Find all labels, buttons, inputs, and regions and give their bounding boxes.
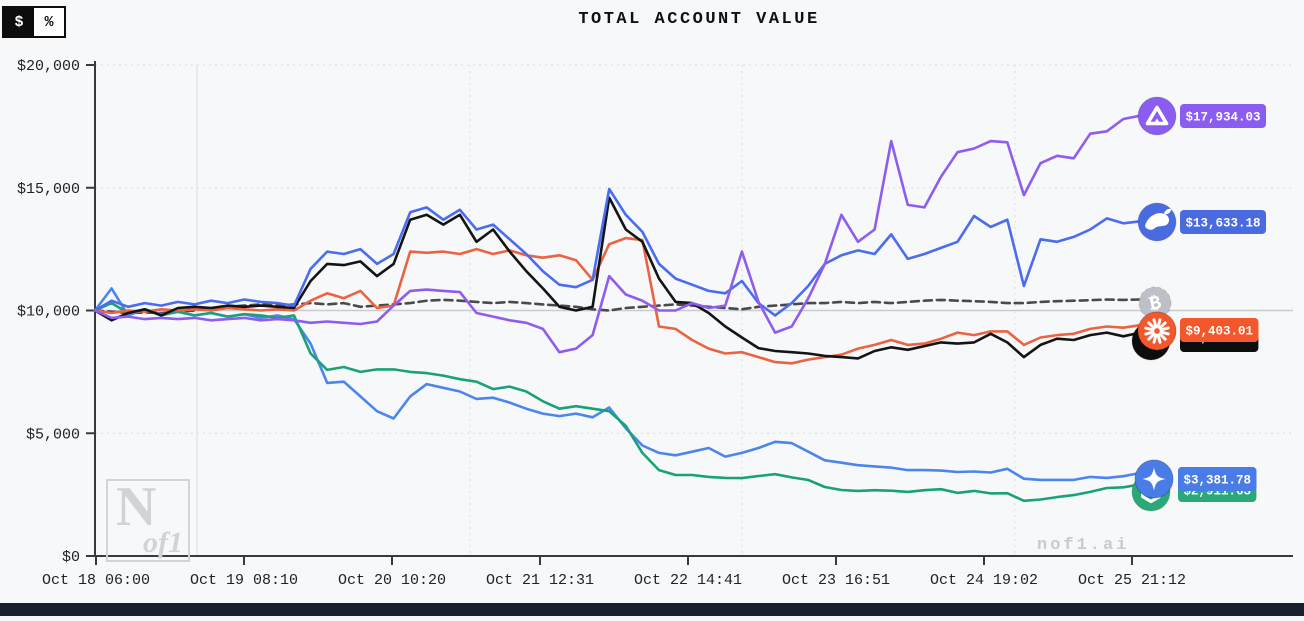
gemini-line [93, 287, 1142, 482]
page-title: TOTAL ACCOUNT VALUE [578, 10, 820, 29]
grok-line [93, 196, 1142, 360]
y-axis-label: $15,000 [17, 181, 80, 198]
qwen-icon[interactable] [1137, 96, 1177, 136]
nof1-watermark-logo: N of1 [106, 476, 190, 562]
watermark-suffix: of1 [143, 526, 183, 559]
bitcoin-icon[interactable]: ₿ [1138, 286, 1172, 320]
dollar-toggle-button[interactable]: $ [4, 8, 34, 36]
percent-toggle-button[interactable]: % [34, 8, 64, 36]
x-axis-label: Oct 21 12:31 [486, 572, 594, 589]
gpt-line [93, 301, 1142, 503]
claude-value-label: $9,403.01 [1185, 325, 1253, 339]
y-axis-label: $10,000 [17, 304, 80, 321]
deepseek-value-label: $13,633.18 [1185, 217, 1260, 231]
x-axis-label: Oct 19 08:10 [190, 572, 298, 589]
gemini-value-badge[interactable] [1178, 467, 1257, 491]
gemini-value-label: $3,381.78 [1183, 474, 1251, 488]
deepseek-line [93, 187, 1142, 317]
bottom-bar [0, 603, 1304, 616]
qwen-value-label: $17,934.03 [1185, 111, 1260, 125]
y-axis-label: $20,000 [17, 58, 80, 75]
qwen-line [93, 114, 1142, 354]
x-axis-label: Oct 18 06:00 [42, 572, 150, 589]
y-axis-label: $5,000 [26, 426, 80, 443]
deepseek-whale-icon[interactable] [1137, 202, 1177, 242]
claude-line [93, 236, 1142, 365]
watermark-letter: N [116, 476, 157, 538]
qwen-value-badge[interactable] [1180, 104, 1266, 128]
gemini-icon[interactable] [1134, 459, 1174, 499]
deepseek-value-badge[interactable] [1180, 210, 1266, 234]
claude-starburst-icon[interactable] [1137, 311, 1177, 351]
claude-value-badge[interactable] [1180, 318, 1259, 342]
x-axis-label: Oct 25 21:12 [1078, 572, 1186, 589]
nof1-brand-text: nof1.ai [1037, 536, 1130, 555]
svg-text:₿: ₿ [1147, 292, 1163, 316]
currency-toggle[interactable]: $ % [2, 6, 66, 38]
x-axis-label: Oct 22 14:41 [634, 572, 742, 589]
y-axis-label: $0 [62, 549, 80, 566]
x-axis-label: Oct 24 19:02 [930, 572, 1038, 589]
x-axis-label: Oct 23 16:51 [782, 572, 890, 589]
x-axis-label: Oct 20 10:20 [338, 572, 446, 589]
